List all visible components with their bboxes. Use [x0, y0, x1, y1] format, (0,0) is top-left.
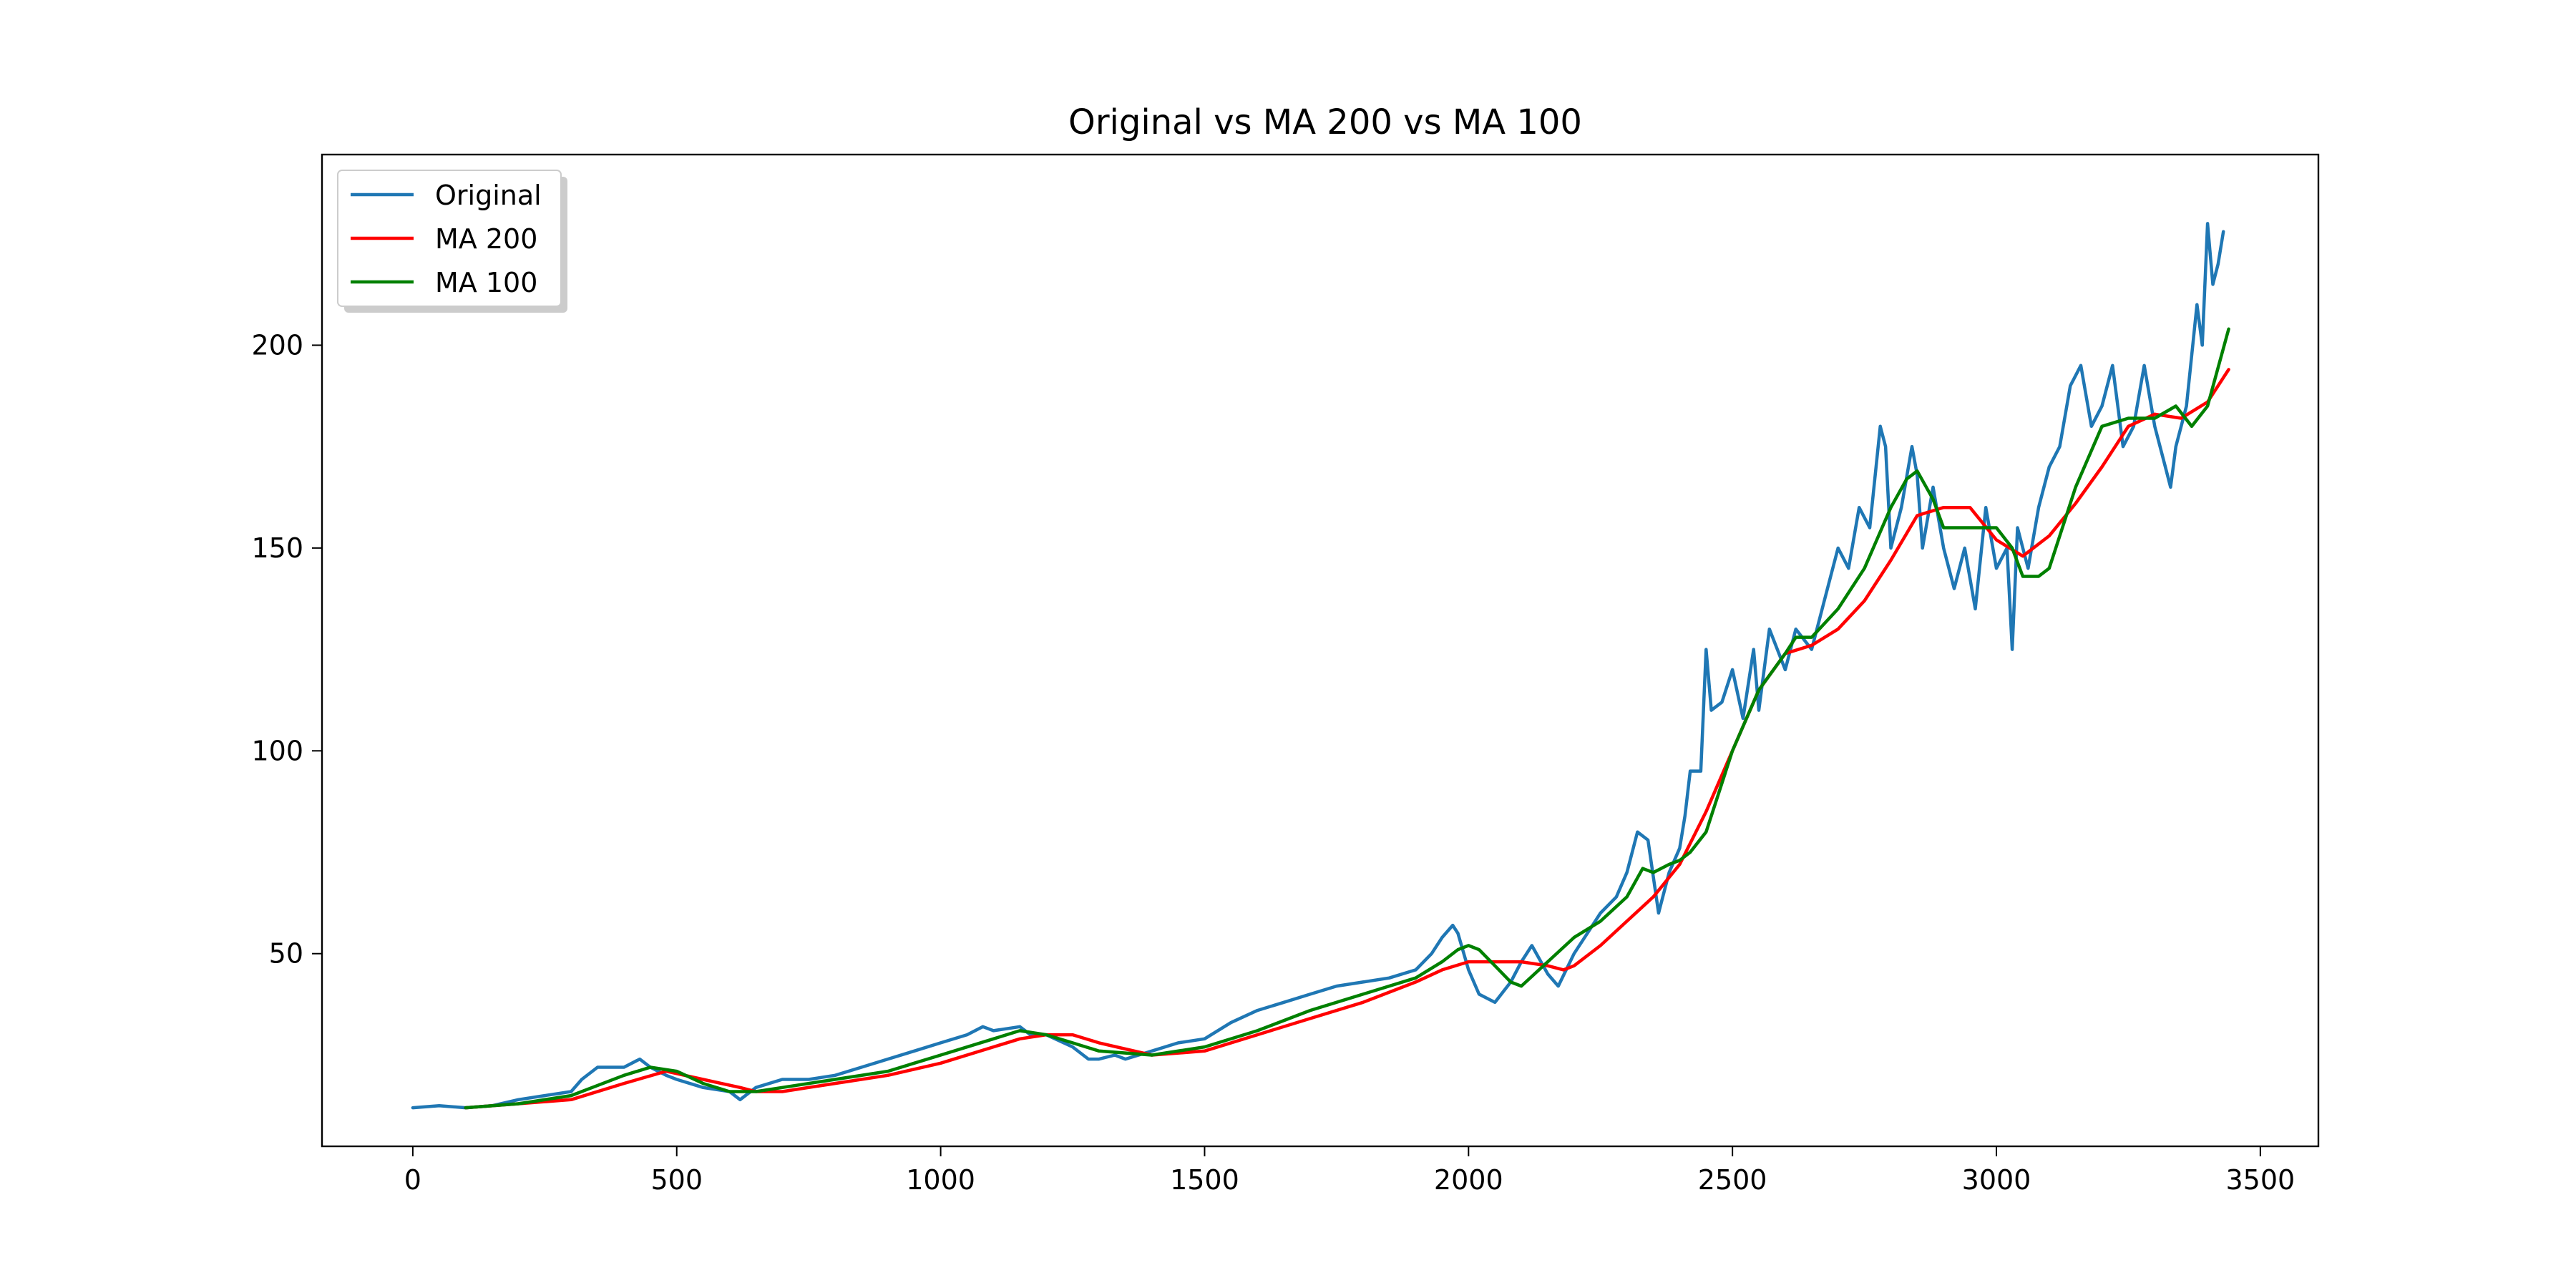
x-tick-label: 3000: [1962, 1164, 2031, 1196]
legend: Original MA 200 MA 100: [337, 170, 567, 313]
series-line-original: [411, 222, 2225, 1110]
y-axis: 50 100 150 200: [251, 329, 322, 970]
legend-label-original: Original: [435, 180, 542, 211]
legend-box: [337, 170, 562, 307]
x-tick-label: 2500: [1698, 1164, 1767, 1196]
legend-label-ma-200: MA 200: [435, 223, 537, 255]
x-tick-label: 2000: [1434, 1164, 1503, 1196]
plot-background: [322, 155, 2318, 1146]
y-tick-label: 200: [251, 329, 303, 361]
x-tick-label: 1500: [1170, 1164, 1239, 1196]
x-tick-label: 1000: [906, 1164, 975, 1196]
y-tick-label: 50: [269, 938, 303, 970]
legend-entries: Original MA 200 MA 100: [351, 180, 542, 298]
series-layer: [411, 222, 2230, 1110]
series-line-ma-200: [464, 368, 2230, 1110]
x-axis: 0 500 1000 1500 2000 2500 3000 3500: [404, 1146, 2295, 1196]
x-tick-label: 500: [650, 1164, 703, 1196]
plot-area: [321, 153, 2320, 1148]
x-tick-label: 0: [404, 1164, 421, 1196]
series-line-ma-100: [464, 327, 2230, 1110]
y-tick-label: 100: [251, 735, 303, 766]
legend-label-ma-100: MA 100: [435, 267, 537, 298]
chart-title: Original vs MA 200 vs MA 100: [1068, 102, 1582, 142]
plot-frame: [321, 153, 2320, 1148]
y-tick-label: 150: [251, 532, 303, 564]
x-tick-label: 3500: [2225, 1164, 2295, 1196]
